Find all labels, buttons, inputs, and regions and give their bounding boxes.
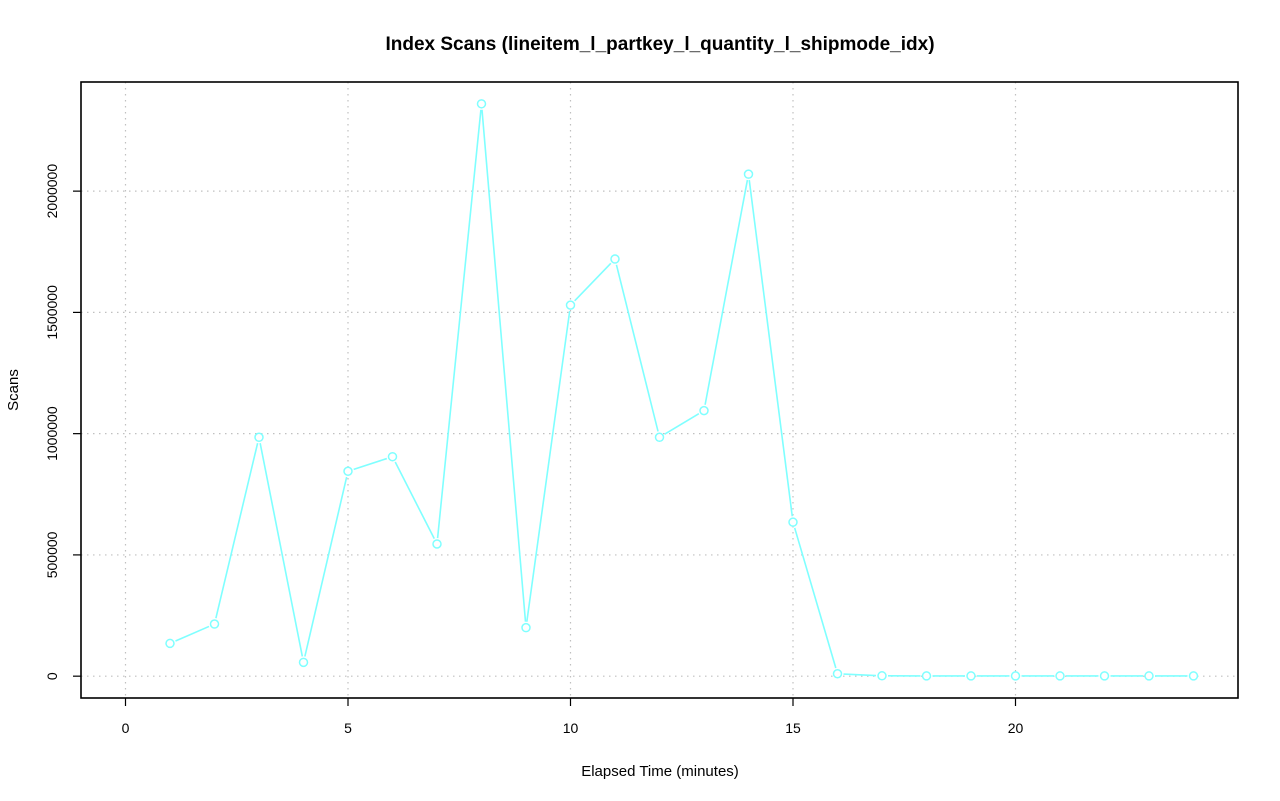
y-axis: 0 500000 1000000 1500000 2000000 [44, 164, 81, 680]
series-segment [793, 527, 837, 669]
data-point-23 [1144, 671, 1154, 681]
data-point-12 [654, 432, 665, 443]
y-axis-label: Scans [5, 369, 22, 411]
x-axis-label: Elapsed Time (minutes) [581, 763, 739, 780]
series-segment [704, 179, 749, 405]
data-point-1 [165, 638, 175, 649]
x-axis: 0 5 10 15 20 [122, 698, 1024, 736]
series-segment [526, 310, 571, 622]
data-point-5 [343, 466, 353, 476]
x-tick-label: 20 [1008, 720, 1024, 736]
data-point-7 [432, 539, 442, 549]
y-tick-label: 1500000 [44, 285, 60, 340]
x-tick-label: 5 [344, 720, 352, 736]
series-segment [615, 264, 659, 432]
series-segment [304, 476, 348, 657]
data-point-11 [610, 254, 620, 264]
data-point-16 [832, 668, 843, 679]
data-point-14 [743, 169, 754, 179]
series-segment [481, 109, 527, 622]
series-segment [259, 443, 304, 657]
data-point-10 [565, 300, 576, 310]
data-point-15 [788, 517, 798, 527]
plot-area-frame [80, 81, 1239, 699]
x-tick-label: 0 [122, 720, 130, 736]
series-segment [436, 109, 482, 539]
data-point-22 [1099, 671, 1110, 681]
series-segment [175, 625, 210, 642]
grid-lines [81, 82, 1238, 698]
data-point-17 [877, 671, 887, 681]
series-segment [664, 413, 700, 435]
data-point-9 [521, 622, 531, 633]
x-tick-label: 10 [563, 720, 579, 736]
y-tick-label: 0 [44, 672, 60, 680]
series-segment [843, 673, 877, 677]
data-point-18 [921, 671, 932, 681]
data-point-4 [298, 657, 309, 668]
data-point-19 [966, 671, 976, 681]
data-point-24 [1188, 671, 1199, 681]
data-point-13 [699, 405, 709, 416]
series-layer [165, 99, 1199, 681]
data-point-21 [1055, 671, 1065, 681]
chart-title: Index Scans (lineitem_l_partkey_l_quanti… [385, 34, 934, 55]
series-segment [748, 180, 794, 517]
data-point-20 [1010, 671, 1021, 681]
series-segment [394, 461, 435, 540]
series-segment [353, 457, 388, 471]
data-point-6 [387, 451, 398, 462]
data-point-2 [209, 619, 220, 629]
series-segment [215, 442, 259, 619]
series-segment [574, 262, 612, 302]
data-point-3 [254, 432, 264, 443]
y-tick-label: 2000000 [44, 164, 60, 219]
data-point-8 [476, 99, 487, 109]
y-tick-label: 1000000 [44, 406, 60, 461]
y-tick-label: 500000 [44, 531, 60, 578]
x-tick-label: 15 [785, 720, 801, 736]
